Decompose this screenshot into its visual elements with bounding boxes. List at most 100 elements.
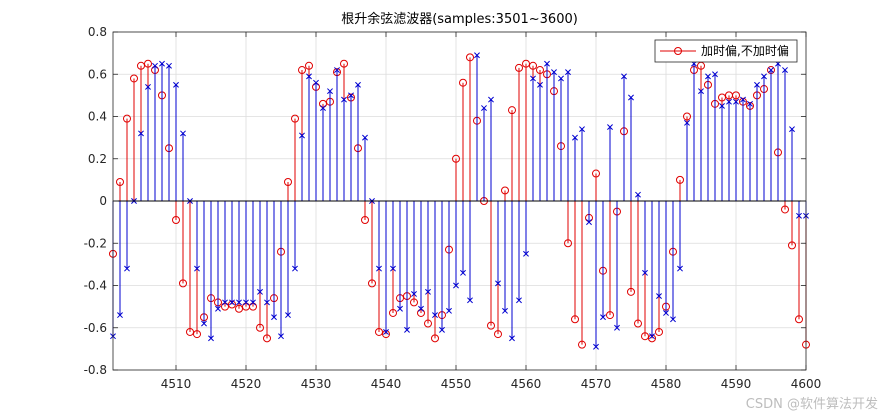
stem-marker-x bbox=[726, 98, 732, 105]
stem-marker-circle bbox=[186, 327, 194, 336]
stem-marker-circle bbox=[256, 323, 264, 332]
x-tick-label: 4580 bbox=[651, 377, 682, 391]
stem-marker-x bbox=[411, 290, 417, 297]
stem-marker-x bbox=[271, 314, 277, 321]
stem-marker-x bbox=[341, 96, 347, 103]
stem-marker-circle bbox=[298, 66, 306, 75]
axes: 4510 4520 4530 4540 4550 4560 4570 4580 4590 4600… bbox=[84, 25, 822, 391]
stem-marker-circle bbox=[515, 63, 523, 72]
stem-marker-circle bbox=[732, 91, 740, 100]
stem-marker-circle bbox=[221, 302, 229, 311]
stem-marker-circle bbox=[522, 59, 530, 68]
stem-marker-x bbox=[565, 69, 571, 76]
stem-marker-x bbox=[600, 314, 606, 321]
legend: 加时偏,不加时偏 bbox=[654, 39, 798, 63]
x-tick-label: 4530 bbox=[301, 377, 332, 391]
stem-marker-circle bbox=[641, 332, 649, 341]
stem-marker-circle bbox=[683, 112, 691, 121]
stem-marker-circle bbox=[116, 177, 124, 186]
stem-marker-circle bbox=[179, 279, 187, 288]
stem-marker-x bbox=[740, 96, 746, 103]
stem-marker-circle bbox=[361, 216, 369, 225]
stem-marker-circle bbox=[417, 308, 425, 317]
stem-marker-x bbox=[292, 265, 298, 272]
series-2 bbox=[110, 52, 809, 350]
y-tick-label: -0.4 bbox=[84, 279, 107, 293]
x-tick-label: 4600 bbox=[791, 377, 822, 391]
stem-marker-x bbox=[208, 335, 214, 342]
y-tick-label: 0.4 bbox=[88, 110, 107, 124]
stem-marker-x bbox=[488, 96, 494, 103]
stem-marker-x bbox=[712, 71, 718, 78]
stem-marker-x bbox=[705, 73, 711, 80]
stem-marker-x bbox=[390, 265, 396, 272]
stem-marker-x bbox=[243, 299, 249, 306]
stem-marker-x bbox=[593, 343, 599, 350]
stem-marker-x bbox=[453, 282, 459, 289]
x-tick-label: 4550 bbox=[441, 377, 472, 391]
legend-circle-icon bbox=[674, 47, 682, 55]
stem-marker-x bbox=[516, 297, 522, 304]
stem-marker-x bbox=[607, 124, 613, 131]
stem-marker-x bbox=[257, 288, 263, 295]
stem-marker-x bbox=[194, 265, 200, 272]
stem-marker-x bbox=[467, 297, 473, 304]
stem-marker-circle bbox=[627, 287, 635, 296]
stem-marker-x bbox=[327, 88, 333, 95]
stem-marker-circle bbox=[494, 330, 502, 339]
stem-marker-circle bbox=[466, 53, 474, 62]
stem-marker-circle bbox=[305, 61, 313, 70]
stem-marker-x bbox=[201, 320, 207, 327]
stem-marker-x bbox=[614, 324, 620, 331]
stem-marker-x bbox=[152, 62, 158, 69]
stem-marker-x bbox=[684, 119, 690, 126]
stem-marker-x bbox=[397, 305, 403, 312]
stem-marker-x bbox=[642, 269, 648, 276]
stem-marker-circle bbox=[487, 321, 495, 330]
stem-marker-x bbox=[509, 335, 515, 342]
stem-marker-x bbox=[278, 333, 284, 340]
stem-marker-x bbox=[166, 62, 172, 69]
stem-marker-x bbox=[320, 105, 326, 112]
stem-marker-x bbox=[768, 67, 774, 73]
stem-marker-x bbox=[761, 73, 767, 80]
stem-marker-x bbox=[334, 67, 340, 73]
y-tick-label: -0.8 bbox=[84, 363, 107, 377]
stem-marker-x bbox=[481, 105, 487, 112]
stem-marker-x bbox=[796, 212, 802, 219]
stem-marker-circle bbox=[501, 186, 509, 195]
x-tick-label: 4590 bbox=[721, 377, 752, 391]
stem-marker-x bbox=[544, 60, 550, 67]
stem-marker-x bbox=[698, 88, 704, 95]
stem-marker-x bbox=[138, 130, 144, 137]
stem-marker-x bbox=[145, 83, 151, 90]
y-tick-label: 0 bbox=[99, 194, 107, 208]
legend-box bbox=[654, 39, 798, 63]
stem-marker-x bbox=[495, 280, 501, 287]
stem-marker-x bbox=[663, 310, 669, 316]
stem-marker-circle bbox=[634, 319, 642, 328]
stem-marker-x bbox=[621, 73, 627, 80]
stem-marker-circle bbox=[249, 302, 257, 311]
stem-marker-x bbox=[173, 81, 179, 88]
stem-marker-x bbox=[215, 305, 221, 312]
stem-marker-x bbox=[474, 52, 480, 59]
stem-marker-x bbox=[117, 312, 123, 319]
stem-marker-circle bbox=[431, 334, 439, 343]
stem-marker-circle bbox=[578, 340, 586, 349]
stem-marker-x bbox=[404, 326, 410, 333]
stem-marker-circle bbox=[795, 315, 803, 324]
stem-marker-circle bbox=[340, 59, 348, 68]
x-tick-label: 4540 bbox=[371, 377, 402, 391]
stem-marker-x bbox=[264, 299, 270, 306]
stem-marker-x bbox=[229, 299, 235, 306]
stem-marker-x bbox=[460, 269, 466, 276]
stem-marker-circle bbox=[193, 330, 201, 339]
stem-marker-circle bbox=[788, 241, 796, 250]
stem-marker-circle bbox=[536, 66, 544, 75]
stem-marker-x bbox=[425, 288, 431, 295]
stem-marker-circle bbox=[452, 154, 460, 163]
stem-marker-x bbox=[180, 130, 186, 137]
stem-marker-circle bbox=[781, 205, 789, 214]
